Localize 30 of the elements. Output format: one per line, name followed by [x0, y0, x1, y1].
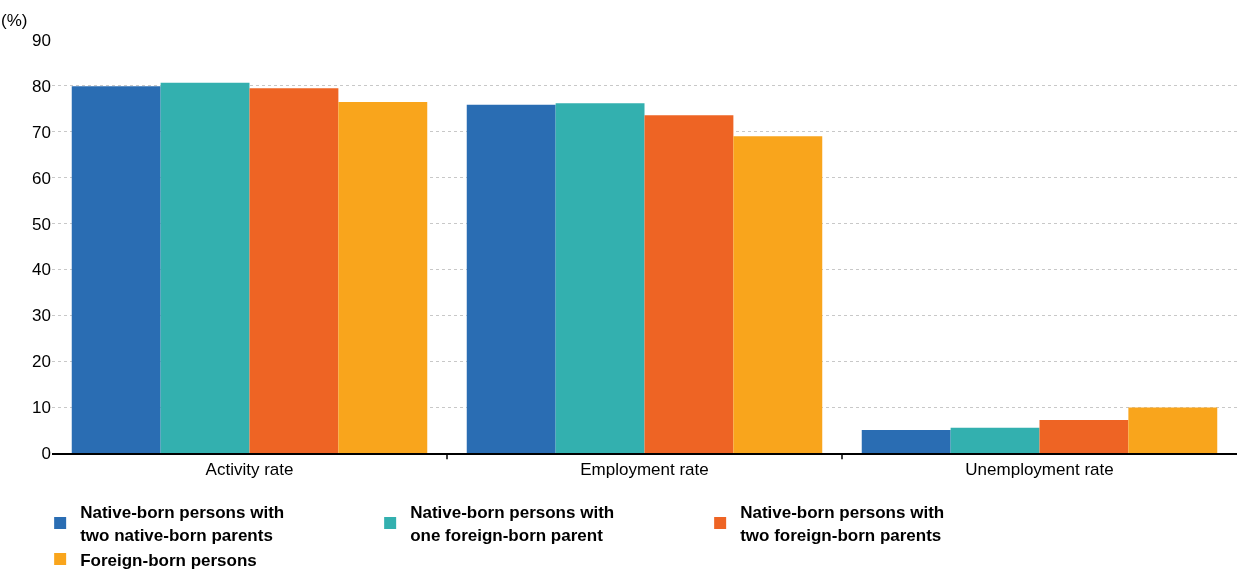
legend-label: Native-born persons with two native-born parents: [80, 503, 285, 545]
y-tick-label: 30: [32, 306, 51, 326]
y-tick-label: 60: [32, 168, 51, 188]
bar: [466, 104, 556, 453]
y-tick-label: 40: [32, 260, 51, 280]
bar: [338, 101, 428, 453]
legend-label: Native-born persons with two foreign-born parents: [740, 503, 945, 545]
x-tick-label: Employment rate: [580, 460, 709, 480]
bar: [249, 88, 339, 453]
x-tick-label: Unemployment rate: [965, 460, 1114, 480]
y-tick-label: 80: [32, 76, 51, 96]
bar: [555, 103, 645, 453]
y-tick-label: 70: [32, 122, 51, 142]
y-tick-label: 10: [32, 398, 51, 418]
bar: [861, 430, 951, 453]
y-tick-label: 20: [32, 352, 51, 372]
legend-label: Native-born persons with one foreign-born parent: [410, 503, 615, 545]
y-tick-label: 50: [32, 214, 51, 234]
bar: [950, 427, 1040, 453]
bar: [160, 82, 250, 453]
bar: [644, 115, 734, 453]
bar: [1039, 419, 1129, 453]
y-tick-label: 0: [41, 443, 51, 463]
legend-label: Foreign-born persons: [80, 550, 257, 570]
bar: [1128, 407, 1218, 453]
x-tick-label: Activity rate: [205, 460, 294, 480]
bar: [733, 136, 823, 453]
bar: [71, 86, 161, 453]
y-axis-title: (%): [1, 11, 28, 30]
y-tick-label: 90: [32, 30, 51, 50]
